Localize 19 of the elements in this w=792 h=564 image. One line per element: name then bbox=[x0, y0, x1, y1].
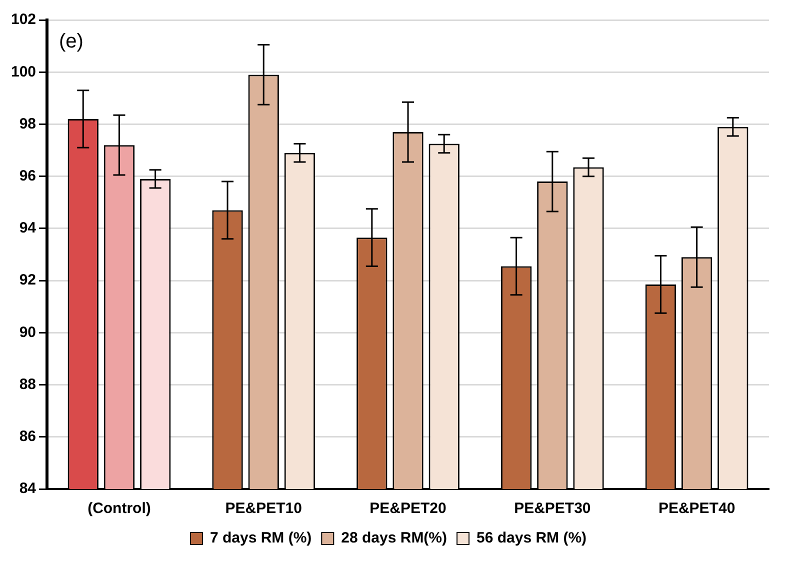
y-tick-label: 94 bbox=[19, 220, 37, 237]
legend-label: 28 days RM(%) bbox=[341, 530, 448, 547]
y-tick-label: 90 bbox=[19, 324, 36, 341]
y-tick-label: 88 bbox=[19, 376, 36, 393]
y-tick-label: 84 bbox=[19, 480, 37, 498]
x-tick-label: PE&PET20 bbox=[370, 500, 446, 518]
annotation: (e) bbox=[59, 30, 84, 53]
legend-label: 7 days RM (%) bbox=[210, 530, 312, 547]
y-tick-label: 98 bbox=[19, 115, 36, 132]
x-tick-label: (Control) bbox=[88, 500, 151, 518]
y-tick-label: 100 bbox=[10, 63, 36, 80]
y-tick-label: 92 bbox=[19, 272, 36, 289]
y-tick-label: 96 bbox=[19, 167, 36, 184]
y-tick-label: 102 bbox=[10, 11, 36, 28]
x-tick-label: PE&PET30 bbox=[514, 500, 591, 518]
y-tick-label: 86 bbox=[19, 428, 36, 446]
x-tick-label: PE&PET40 bbox=[658, 500, 736, 518]
x-tick-label: PE&PET10 bbox=[225, 500, 302, 518]
legend-label: 56 days RM (%) bbox=[476, 530, 587, 547]
